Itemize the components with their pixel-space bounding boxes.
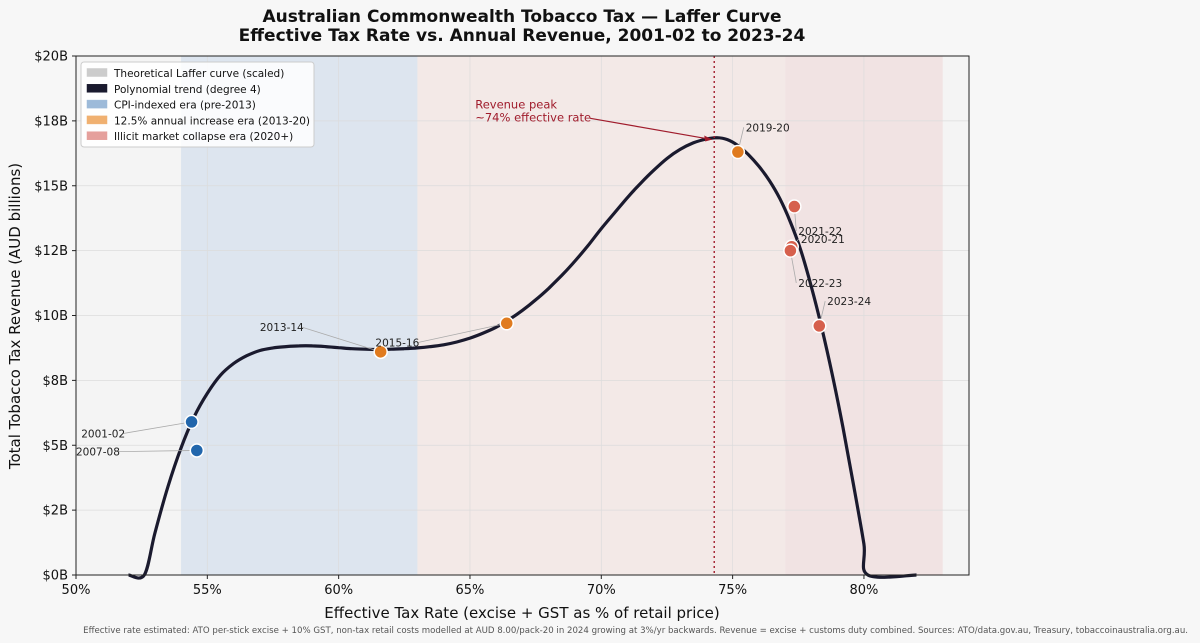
y-tick-label: $15B <box>34 179 68 194</box>
chart-title: Australian Commonwealth Tobacco Tax — La… <box>262 7 781 27</box>
data-points <box>184 144 827 458</box>
legend-label-3: CPI-indexed era (pre-2013) <box>114 100 256 112</box>
legend-label-4: 12.5% annual increase era (2013-20) <box>114 115 310 127</box>
data-point-2022-23 <box>783 243 798 258</box>
y-tick-label: $12B <box>34 244 68 259</box>
x-tick-label: 75% <box>718 583 747 598</box>
leader-line-2007-08 <box>117 450 197 453</box>
legend-swatch-3 <box>86 99 108 109</box>
data-point-2001-02 <box>184 414 199 430</box>
legend-swatch-1 <box>86 68 108 77</box>
y-tick-label: $8B <box>43 374 68 389</box>
point-label-2021-22: 2021-22 <box>798 226 842 238</box>
y-tick-label: $10B <box>34 309 68 324</box>
legend-label-5: Illicit market collapse era (2020+) <box>114 131 293 143</box>
leader-line-2013-14 <box>301 326 381 353</box>
data-point-2023-24 <box>812 318 827 334</box>
trend-layer <box>128 136 917 580</box>
legend-swatch-2 <box>86 84 108 93</box>
x-axis: 50% 55% 60% 65% 70% 75% 80% <box>62 575 878 598</box>
x-tick-label: 80% <box>849 583 878 598</box>
y-axis-label: Total Tobacco Tax Revenue (AUD billions) <box>6 163 24 470</box>
y-tick-label: $0B <box>43 569 68 584</box>
point-label-2001-02: 2001-02 <box>81 428 125 440</box>
peak-arrow-line <box>590 117 712 141</box>
peak-annotation: Revenue peak~74% effective rate <box>475 56 715 575</box>
peak-label-line-2: ~74% effective rate <box>475 110 591 124</box>
data-point-2021-22 <box>787 199 802 214</box>
point-label-2007-08: 2007-08 <box>76 447 120 459</box>
x-tick-label: 65% <box>456 583 485 598</box>
point-label-2013-14: 2013-14 <box>260 322 304 334</box>
legend-swatch-5 <box>86 131 108 140</box>
polynomial-trend-line <box>128 136 917 580</box>
peak-label-line-1: Revenue peak <box>475 97 557 111</box>
data-point-2019-20 <box>730 144 746 160</box>
point-label-2019-20: 2019-20 <box>746 122 790 134</box>
point-label-2022-23: 2022-23 <box>798 278 842 290</box>
data-point-2013-14 <box>373 344 388 360</box>
legend: Theoretical Laffer curve (scaled) Polynom… <box>80 61 315 148</box>
x-tick-label: 60% <box>324 583 353 598</box>
leader-line-2001-02 <box>123 421 192 434</box>
point-label-2023-24: 2023-24 <box>827 296 871 308</box>
y-tick-label: $20B <box>34 50 68 65</box>
chart-subtitle: Effective Tax Rate vs. Annual Revenue, 2… <box>239 26 806 46</box>
data-point-2015-16 <box>499 316 514 331</box>
point-label-2015-16: 2015-16 <box>375 338 419 350</box>
legend-label-1: Theoretical Laffer curve (scaled) <box>113 68 284 80</box>
point-labels: 2001-02 2007-08 2013-14 2015-16 2019-20 2021-… <box>76 122 871 458</box>
leader-line-2015-16 <box>417 322 507 344</box>
point-label-2020-21: 2020-21 <box>801 234 845 246</box>
y-tick-label: $5B <box>43 439 68 454</box>
x-tick-label: 70% <box>587 583 616 598</box>
y-tick-label: $18B <box>34 114 68 129</box>
legend-swatch-4 <box>86 115 108 125</box>
legend-box <box>80 61 315 148</box>
y-tick-label: $2B <box>43 504 68 519</box>
x-axis-label: Effective Tax Rate (excise + GST as % of… <box>324 604 719 622</box>
peak-arrowhead <box>704 135 713 142</box>
legend-label-2: Polynomial trend (degree 4) <box>114 84 261 96</box>
footnote: Effective rate estimated: ATO per-stick … <box>83 626 1188 636</box>
x-tick-label: 50% <box>62 583 91 598</box>
x-tick-label: 55% <box>193 583 222 598</box>
y-axis: $0B $2B $5B $8B $10B $12B $15B $18B $20B <box>34 50 76 584</box>
data-point-2007-08 <box>189 443 205 458</box>
